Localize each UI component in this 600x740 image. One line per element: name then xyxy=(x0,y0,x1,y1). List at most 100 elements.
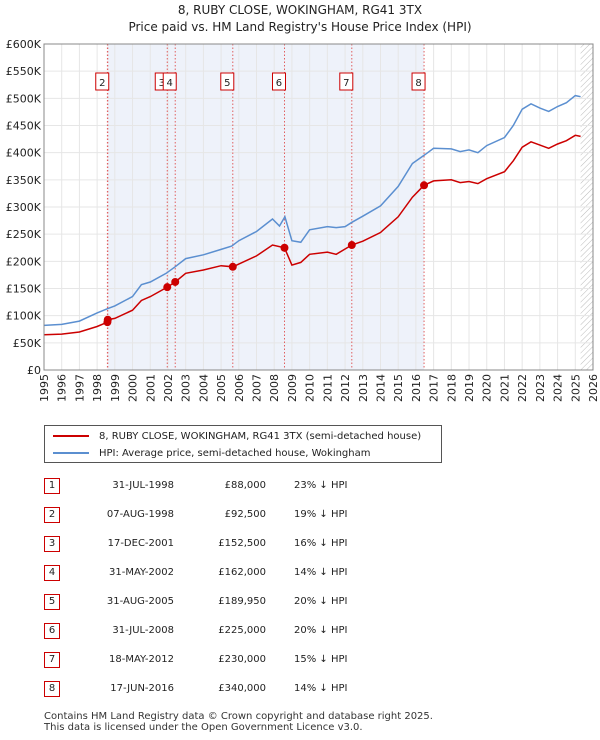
sale-row: 7 18-MAY-2012 £230,000 15% ↓ HPI xyxy=(44,652,384,670)
x-tick-label: 2018 xyxy=(445,374,458,402)
sale-row: 1 31-JUL-1998 £88,000 23% ↓ HPI xyxy=(44,478,384,496)
y-tick-label: £250K xyxy=(6,228,42,241)
legend-item-hpi: HPI: Average price, semi-detached house,… xyxy=(53,445,370,461)
sale-label-number: 7 xyxy=(343,78,349,89)
sale-point xyxy=(103,315,112,324)
y-tick-label: £150K xyxy=(6,283,42,296)
x-tick-label: 2019 xyxy=(463,374,476,402)
x-tick-label: 2012 xyxy=(339,374,352,402)
sale-date: 17-DEC-2001 xyxy=(107,538,174,549)
sale-label-number: 6 xyxy=(276,78,282,89)
sale-price: £230,000 xyxy=(218,654,266,665)
sale-number: 4 xyxy=(44,565,60,581)
footer-licence: This data is licensed under the Open Gov… xyxy=(44,722,363,733)
y-tick-label: £50K xyxy=(13,337,42,350)
x-tick-label: 2023 xyxy=(534,374,547,402)
sale-price: £162,000 xyxy=(218,567,266,578)
sale-price: £92,500 xyxy=(224,509,266,520)
y-tick-label: £0 xyxy=(27,364,41,377)
legend-item-property: 8, RUBY CLOSE, WOKINGHAM, RG41 3TX (semi… xyxy=(53,428,421,444)
sale-date: 07-AUG-1998 xyxy=(106,509,174,520)
price-chart: £0 £50K £100K £150K £200K £250K £300K £350K £400… xyxy=(6,38,600,402)
x-tick-label: 2015 xyxy=(392,374,405,402)
sale-hpi-diff: 23% ↓ HPI xyxy=(294,480,348,491)
sale-row: 6 31-JUL-2008 £225,000 20% ↓ HPI xyxy=(44,623,384,641)
x-tick-label: 2017 xyxy=(428,374,441,402)
sale-label-number: 4 xyxy=(167,78,173,89)
sale-hpi-diff: 19% ↓ HPI xyxy=(294,509,348,520)
x-tick-label: 2006 xyxy=(233,374,246,402)
y-tick-label: £550K xyxy=(6,65,42,78)
x-tick-label: 2021 xyxy=(498,374,511,402)
x-tick-label: 2022 xyxy=(516,374,529,402)
x-tick-label: 2010 xyxy=(304,374,317,402)
x-tick-label: 2016 xyxy=(410,374,423,402)
sale-number: 8 xyxy=(44,681,60,697)
x-tick-label: 1998 xyxy=(91,374,104,402)
x-tick-label: 2013 xyxy=(357,374,370,402)
sale-row: 4 31-MAY-2002 £162,000 14% ↓ HPI xyxy=(44,565,384,583)
y-tick-label: £450K xyxy=(6,120,42,133)
sale-hpi-diff: 20% ↓ HPI xyxy=(294,625,348,636)
x-tick-label: 2020 xyxy=(481,374,494,402)
x-tick-label: 1997 xyxy=(73,374,86,402)
x-tick-label: 2002 xyxy=(162,374,175,402)
y-tick-label: £100K xyxy=(6,310,42,323)
sale-row: 5 31-AUG-2005 £189,950 20% ↓ HPI xyxy=(44,594,384,612)
sale-label-box xyxy=(95,72,110,91)
legend-label-hpi: HPI: Average price, semi-detached house,… xyxy=(99,447,371,459)
x-tick-label: 1996 xyxy=(56,374,69,402)
sale-point xyxy=(163,283,172,292)
sale-label-number: 3 xyxy=(159,78,165,89)
x-tick-label: 2014 xyxy=(374,374,387,402)
sale-point xyxy=(228,262,237,271)
sale-price: £152,500 xyxy=(218,538,266,549)
x-tick-label: 2000 xyxy=(127,374,140,402)
sale-label-number: 8 xyxy=(415,78,421,89)
x-tick-label: 2009 xyxy=(286,374,299,402)
sale-number: 6 xyxy=(44,623,60,639)
x-tick-label: 2003 xyxy=(180,374,193,402)
sale-hpi-diff: 14% ↓ HPI xyxy=(294,567,348,578)
sale-number: 7 xyxy=(44,652,60,668)
x-tick-label: 2008 xyxy=(268,374,281,402)
y-tick-label: £400K xyxy=(6,147,42,160)
x-tick-label: 2004 xyxy=(197,374,210,402)
sale-hpi-diff: 14% ↓ HPI xyxy=(294,683,348,694)
sale-date: 18-MAY-2012 xyxy=(108,654,174,665)
sale-label-box xyxy=(271,72,286,91)
sale-row: 3 17-DEC-2001 £152,500 16% ↓ HPI xyxy=(44,536,384,554)
sale-date: 31-JUL-2008 xyxy=(112,625,174,636)
y-tick-label: £300K xyxy=(6,201,42,214)
chart-subtitle: Price paid vs. HM Land Registry's House … xyxy=(128,20,472,34)
sale-price: £340,000 xyxy=(218,683,266,694)
x-tick-label: 2025 xyxy=(569,374,582,402)
x-tick-label: 2007 xyxy=(251,374,264,402)
sale-point xyxy=(280,243,289,252)
property-line xyxy=(43,134,581,336)
sale-point xyxy=(420,181,429,190)
sale-hpi-diff: 15% ↓ HPI xyxy=(294,654,348,665)
footer-copyright: Contains HM Land Registry data © Crown c… xyxy=(44,711,433,722)
x-tick-label: 2024 xyxy=(552,374,565,402)
x-tick-label: 2001 xyxy=(144,374,157,402)
sale-label-box xyxy=(220,72,235,91)
sale-number: 3 xyxy=(44,536,60,552)
legend-swatch-hpi xyxy=(53,452,89,454)
x-tick-label: 2011 xyxy=(321,374,334,402)
sale-number: 5 xyxy=(44,594,60,610)
sale-row: 2 07-AUG-1998 £92,500 19% ↓ HPI xyxy=(44,507,384,525)
sale-point xyxy=(347,241,356,250)
sale-date: 31-MAY-2002 xyxy=(108,567,174,578)
y-tick-label: £350K xyxy=(6,174,42,187)
sale-label-box xyxy=(339,72,354,91)
sale-date: 17-JUN-2016 xyxy=(110,683,174,694)
chart-title: 8, RUBY CLOSE, WOKINGHAM, RG41 3TX xyxy=(177,3,423,17)
sale-hpi-diff: 20% ↓ HPI xyxy=(294,596,348,607)
sale-row: 8 17-JUN-2016 £340,000 14% ↓ HPI xyxy=(44,681,384,699)
sale-number: 2 xyxy=(44,507,60,523)
x-tick-label: 1999 xyxy=(109,374,122,402)
x-tick-label: 2005 xyxy=(215,374,228,402)
plot-frame xyxy=(43,43,594,371)
sale-date: 31-JUL-1998 xyxy=(112,480,174,491)
